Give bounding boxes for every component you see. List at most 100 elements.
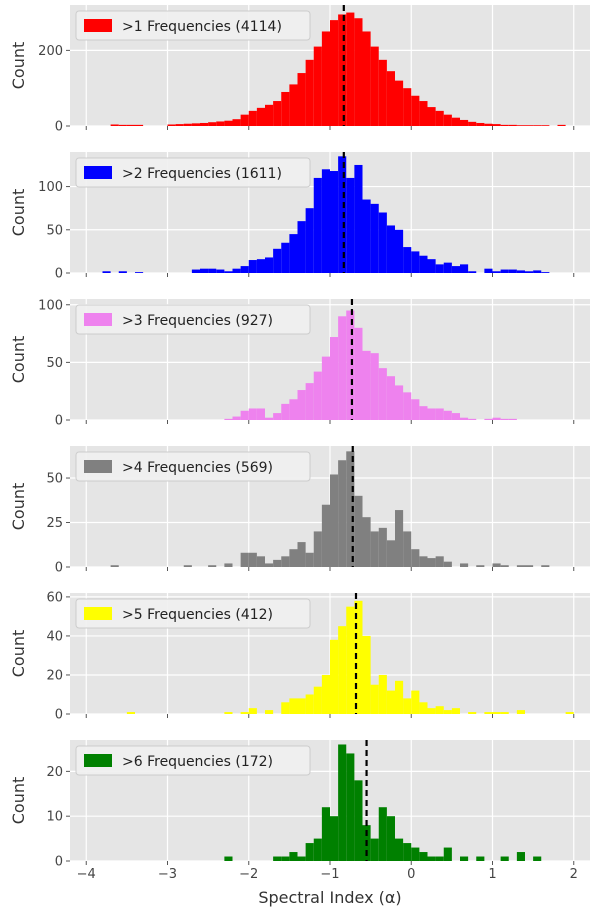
histogram-bar (167, 124, 176, 126)
histogram-bar (191, 123, 200, 126)
histogram-bar (313, 371, 322, 420)
x-tick-label: −1 (320, 867, 339, 882)
histogram-bar (321, 504, 330, 567)
histogram-bar (175, 124, 184, 126)
histogram-bar (305, 694, 314, 714)
histogram-bar (200, 268, 209, 273)
histogram-bar (224, 712, 233, 714)
histogram-bar (541, 272, 550, 273)
panel-3: 0 50 100 Count >3 Frequencies (927) (9, 298, 590, 429)
y-tick-label: 20 (46, 765, 63, 780)
histogram-bar (443, 561, 452, 567)
histogram-bar (435, 408, 444, 420)
histogram-bar (370, 353, 379, 420)
histogram-bar (362, 199, 371, 273)
histogram-bar (281, 702, 290, 714)
histogram-bar (427, 558, 436, 567)
histogram-bar (118, 124, 127, 126)
histogram-bar (354, 780, 363, 861)
panel-1: 0 200 Count >1 Frequencies (4114) (9, 5, 590, 135)
histogram-bar (248, 552, 257, 567)
histogram-bar (224, 563, 233, 567)
histogram-bar (183, 123, 192, 126)
histogram-bar (386, 540, 395, 567)
histogram-bar (378, 212, 387, 273)
histogram-bar (321, 31, 330, 126)
histogram-bar (443, 847, 452, 861)
legend-swatch (84, 607, 112, 620)
histogram-bar (232, 119, 241, 126)
y-tick-label: 50 (46, 472, 63, 487)
x-tick-label: −3 (158, 867, 177, 882)
histogram-bar (395, 838, 404, 861)
legend-label: >3 Frequencies (927) (122, 313, 273, 329)
y-tick-label: 0 (55, 561, 63, 576)
histogram-bar (362, 635, 371, 714)
histogram-bar (533, 270, 542, 273)
histogram-bar (289, 84, 298, 126)
histogram-bar (508, 124, 517, 126)
histogram-bar (525, 271, 534, 273)
histogram-bar (338, 744, 347, 861)
histogram-bar (338, 316, 347, 420)
y-axis-label: Count (9, 630, 28, 678)
histogram-bar (346, 12, 355, 126)
histogram-bar (216, 121, 225, 126)
histogram-bar (370, 203, 379, 273)
histogram-bar (281, 403, 290, 420)
histogram-bar (256, 556, 265, 567)
histogram-bar (354, 495, 363, 567)
histogram-bar (516, 710, 525, 714)
histogram-bar (265, 417, 274, 420)
histogram-bar (305, 383, 314, 420)
histogram-bar (468, 712, 477, 714)
histogram-bar (346, 310, 355, 420)
histogram-bar (265, 257, 274, 273)
histogram-bar (330, 337, 339, 420)
legend: >2 Frequencies (1611) (75, 157, 311, 188)
x-tick-label: 1 (488, 867, 496, 882)
y-tick-label: 50 (46, 223, 63, 238)
histogram-bar (451, 117, 460, 126)
legend-label: >1 Frequencies (4114) (122, 19, 282, 35)
histogram-bar (525, 565, 534, 567)
histogram-bar (476, 856, 485, 861)
histogram-bar (273, 856, 282, 861)
histogram-bar (460, 417, 469, 420)
histogram-bar (533, 125, 542, 126)
histogram-bar (240, 552, 249, 567)
histogram-bar (460, 264, 469, 273)
histogram-bar (289, 852, 298, 861)
histogram-bar (395, 385, 404, 420)
histogram-bar (240, 266, 249, 273)
histogram-bar (370, 531, 379, 567)
histogram-bar (224, 271, 233, 273)
histogram-bar (378, 59, 387, 126)
x-tick-label: 0 (407, 867, 415, 882)
histogram-bar (403, 843, 412, 861)
histogram-bar (200, 122, 209, 126)
histogram-bar (208, 565, 217, 567)
histogram-bar (500, 124, 509, 126)
histogram-bar (313, 686, 322, 714)
histogram-bar (476, 565, 485, 567)
histogram-bar (395, 510, 404, 567)
histogram-bar (313, 531, 322, 567)
histogram-bar (427, 107, 436, 126)
legend-label: >2 Frequencies (1611) (122, 166, 282, 182)
histogram-bar (492, 417, 501, 420)
histogram-bar (362, 350, 371, 420)
histogram-bar (321, 807, 330, 861)
histogram-bar (273, 248, 282, 273)
legend-box (75, 10, 311, 41)
panel-5: 0 20 40 60 Count >5 Frequencies (412) (9, 590, 590, 723)
panel-4: 0 25 50 Count >4 Frequencies (569) (9, 446, 590, 576)
histogram-bar (435, 706, 444, 714)
histogram-bar (281, 242, 290, 273)
histogram-bar (484, 418, 493, 420)
histogram-bar (330, 816, 339, 861)
histogram-bar (411, 847, 420, 861)
y-tick-label: 10 (46, 810, 63, 825)
histogram-bar (386, 816, 395, 861)
